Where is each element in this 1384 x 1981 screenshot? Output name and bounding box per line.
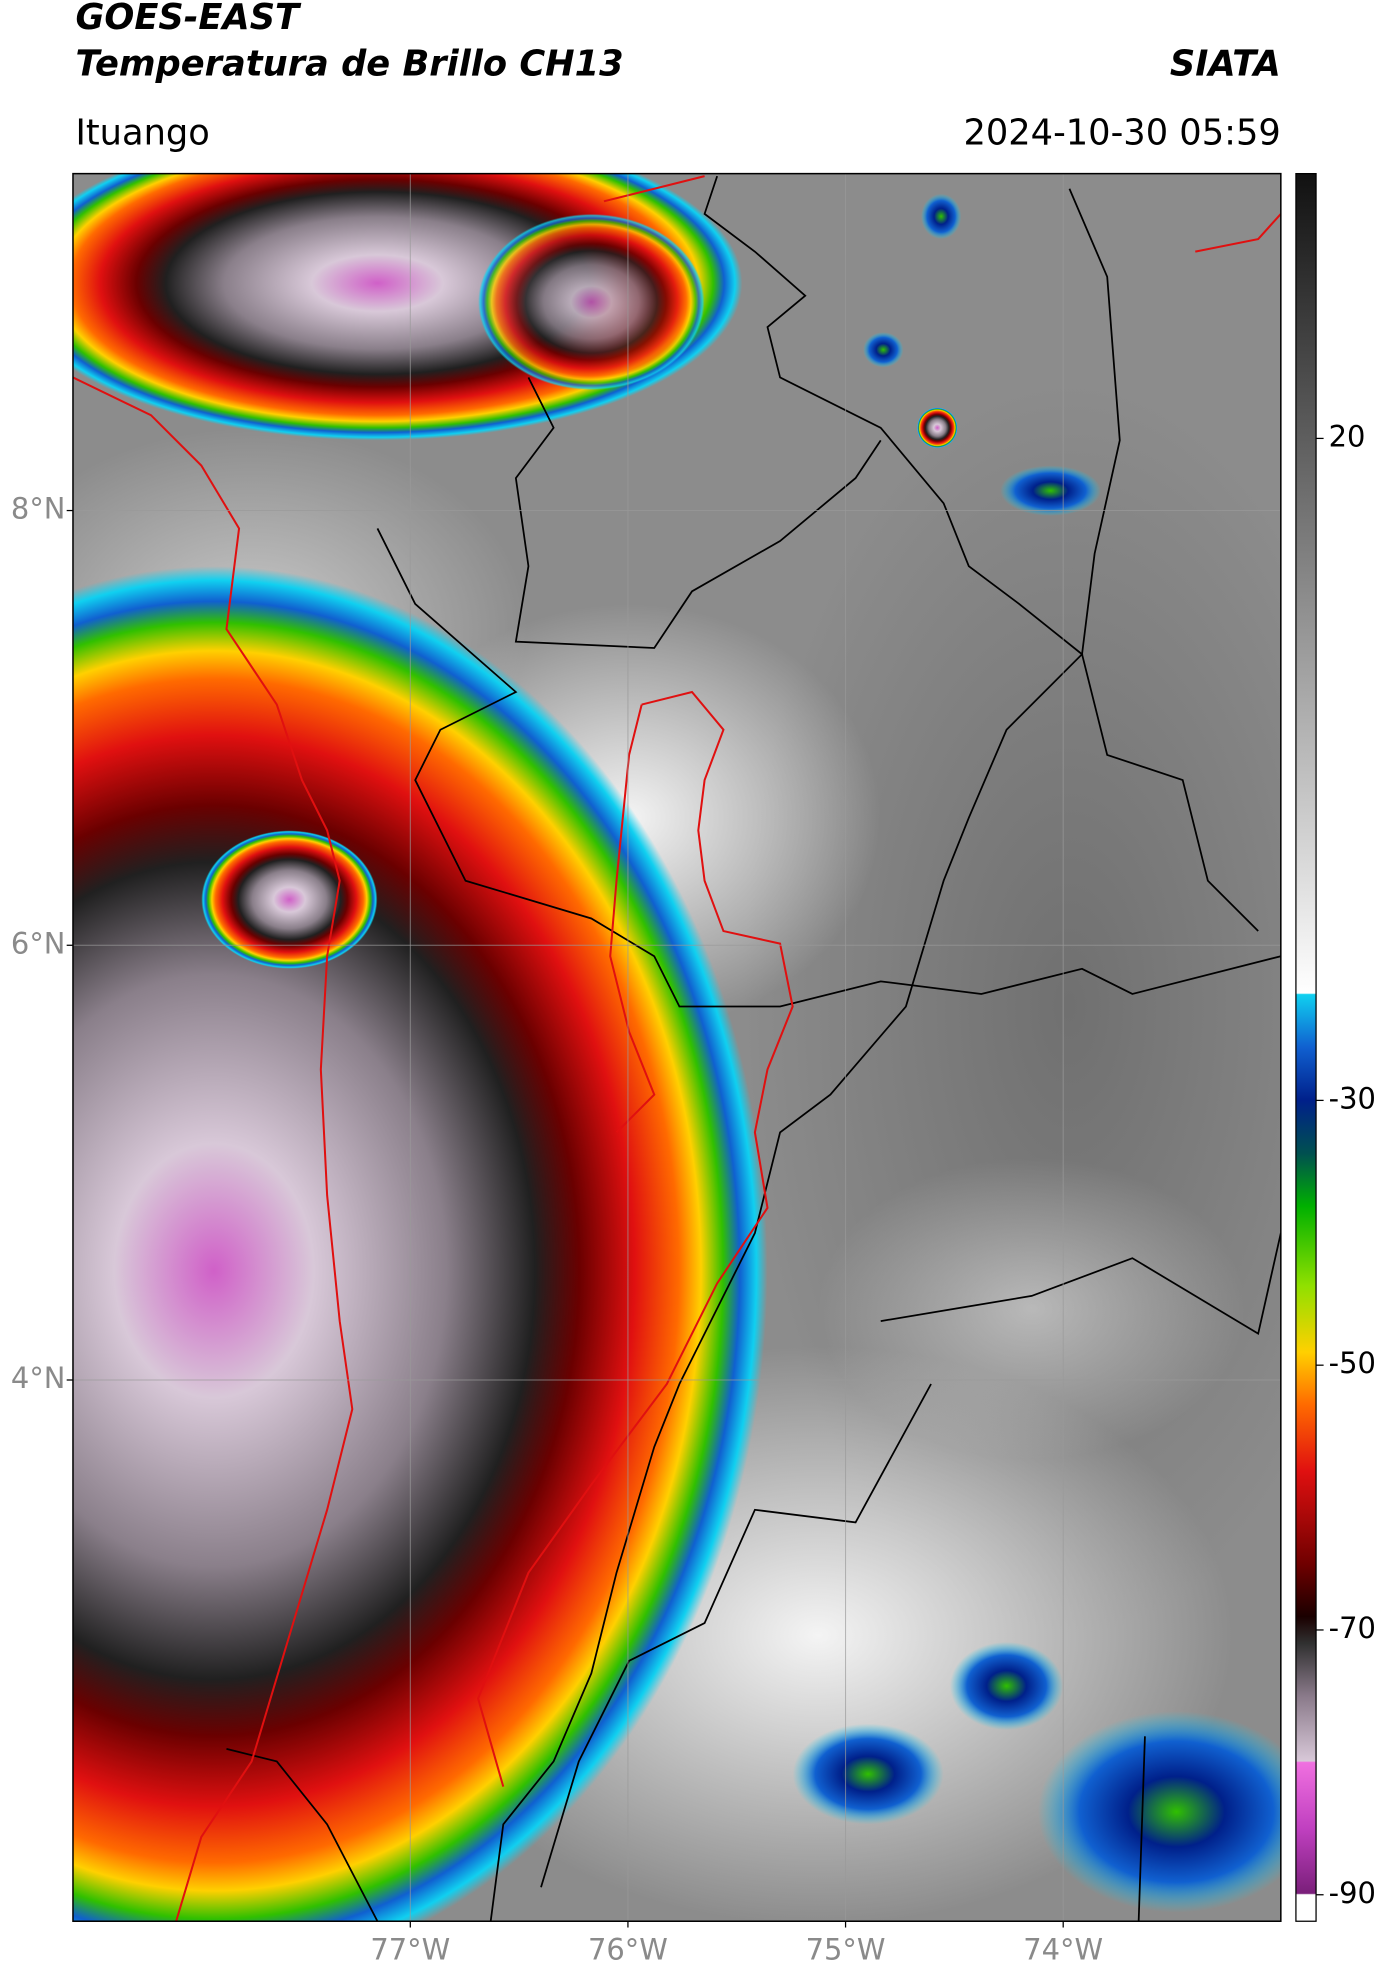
coastline	[1195, 213, 1281, 253]
colorbar-tick-label: -90	[1329, 1876, 1376, 1910]
border	[540, 1383, 932, 1888]
map-frame	[72, 172, 1282, 1922]
storm-cell	[863, 332, 904, 368]
lon-tick-label: 74°W	[1023, 1932, 1103, 1966]
colorbar-tick-label: 20	[1329, 419, 1366, 453]
basin-outline	[477, 690, 794, 1787]
storm	[478, 213, 705, 391]
brand: SIATA	[1170, 43, 1281, 84]
border	[1068, 188, 1259, 932]
grid	[72, 173, 1281, 1922]
border	[880, 1232, 1281, 1336]
storm-cell	[792, 1723, 944, 1825]
border	[489, 175, 1084, 1922]
lon-tick-label: 76°W	[588, 1932, 668, 1966]
lat-tick-label: 4°N	[11, 1361, 66, 1395]
border	[376, 528, 1281, 1008]
border	[226, 1748, 379, 1922]
storm-cell	[1000, 465, 1101, 516]
colorbar-tick-label: -50	[1329, 1346, 1376, 1380]
storm-cell	[949, 1641, 1064, 1730]
border	[1137, 1736, 1146, 1922]
cloud-area	[817, 1157, 1246, 1460]
title: GOES-EAST	[75, 0, 302, 38]
colorbar-tick-label: -30	[1329, 1081, 1376, 1115]
coastline	[72, 376, 354, 1922]
lon-tick-label: 75°W	[806, 1932, 886, 1966]
colorbar	[1295, 172, 1317, 1922]
admin-borders	[226, 175, 1281, 1922]
storm-cell	[1038, 1711, 1281, 1913]
storm-cell	[917, 407, 958, 448]
timestamp: 2024-10-30 05:59	[963, 113, 1280, 154]
storm-cell	[920, 193, 962, 240]
colorbar-tick-label: -70	[1329, 1611, 1376, 1645]
map-image	[72, 173, 1281, 1922]
lat-tick-label: 8°N	[11, 492, 66, 526]
border	[514, 377, 882, 649]
location: Ituango	[75, 113, 209, 154]
lat-tick-label: 6°N	[11, 926, 66, 960]
storm	[201, 830, 378, 969]
lon-tick-label: 77°W	[370, 1932, 450, 1966]
subtitle: Temperatura de Brillo CH13	[75, 43, 623, 84]
coastline	[603, 175, 705, 203]
